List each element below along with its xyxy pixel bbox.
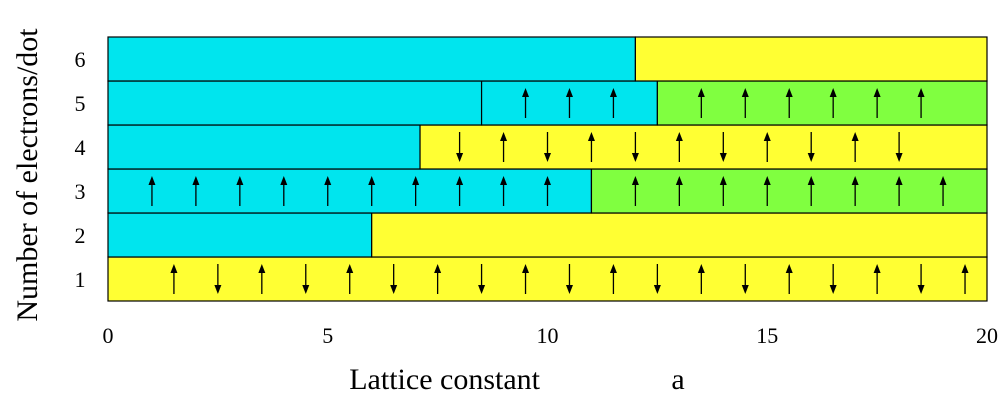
spin-arrow-down-icon bbox=[302, 264, 310, 294]
spin-arrow-up-icon bbox=[609, 88, 617, 118]
spin-arrow-up-icon bbox=[522, 88, 530, 118]
spin-arrow-up-icon bbox=[741, 88, 749, 118]
spin-arrow-up-icon bbox=[346, 264, 354, 294]
spin-arrow-up-icon bbox=[697, 264, 705, 294]
spin-arrow-down-icon bbox=[214, 264, 222, 294]
spin-arrow-up-icon bbox=[368, 176, 376, 206]
spin-arrow-down-icon bbox=[829, 264, 837, 294]
spin-arrow-up-icon bbox=[851, 132, 859, 162]
spin-arrow-up-icon bbox=[148, 176, 156, 206]
spin-arrows-layer bbox=[148, 88, 969, 294]
spin-arrow-up-icon bbox=[675, 176, 683, 206]
spin-arrow-down-icon bbox=[917, 264, 925, 294]
x-axis-symbol: a bbox=[671, 363, 684, 396]
spin-arrow-up-icon bbox=[719, 176, 727, 206]
y-tick-label: 4 bbox=[75, 135, 86, 160]
x-tick-label: 0 bbox=[103, 323, 114, 348]
row-4-segment-2 bbox=[419, 124, 988, 170]
spin-arrow-down-icon bbox=[807, 132, 815, 162]
row-3-segment-2 bbox=[590, 168, 988, 214]
spin-arrow-down-icon bbox=[565, 264, 573, 294]
row-6-segment-2 bbox=[634, 36, 988, 82]
row-2-segment-2 bbox=[371, 212, 988, 258]
x-axis-label: Lattice constant bbox=[349, 363, 540, 396]
x-tick-label: 5 bbox=[322, 323, 333, 348]
y-tick-label: 3 bbox=[75, 179, 86, 204]
spin-arrow-down-icon bbox=[456, 132, 464, 162]
spin-arrow-up-icon bbox=[763, 176, 771, 206]
y-tick-label: 2 bbox=[75, 223, 86, 248]
spin-arrow-up-icon bbox=[873, 264, 881, 294]
spin-arrow-up-icon bbox=[280, 176, 288, 206]
spin-arrow-up-icon bbox=[500, 132, 508, 162]
spin-arrow-up-icon bbox=[412, 176, 420, 206]
spin-arrow-up-icon bbox=[675, 132, 683, 162]
spin-arrow-down-icon bbox=[653, 264, 661, 294]
spin-arrow-up-icon bbox=[961, 264, 969, 294]
row-2-segment-1 bbox=[107, 212, 373, 258]
spin-arrow-up-icon bbox=[192, 176, 200, 206]
y-tick-label: 1 bbox=[75, 267, 86, 292]
x-tick-label: 10 bbox=[537, 323, 559, 348]
spin-arrow-up-icon bbox=[170, 264, 178, 294]
row-6-segment-1 bbox=[107, 36, 637, 82]
spin-arrow-down-icon bbox=[544, 132, 551, 162]
spin-arrow-up-icon bbox=[631, 176, 639, 206]
spin-arrow-up-icon bbox=[258, 264, 266, 294]
spin-arrow-up-icon bbox=[324, 176, 332, 206]
spin-arrow-up-icon bbox=[807, 176, 815, 206]
spin-arrow-up-icon bbox=[434, 264, 442, 294]
spin-arrow-down-icon bbox=[390, 264, 398, 294]
spin-arrow-up-icon bbox=[697, 88, 705, 118]
row-3-segment-1 bbox=[107, 168, 593, 214]
spin-arrow-up-icon bbox=[785, 264, 793, 294]
row-5-segment-3 bbox=[656, 80, 988, 126]
x-tick-labels: 0 5 10 15 20 bbox=[103, 323, 999, 348]
y-tick-label: 5 bbox=[75, 91, 86, 116]
row-4-segment-1 bbox=[107, 124, 421, 170]
x-tick-label: 20 bbox=[976, 323, 998, 348]
spin-arrow-up-icon bbox=[587, 132, 595, 162]
spin-arrow-up-icon bbox=[236, 176, 244, 206]
spin-arrow-up-icon bbox=[500, 176, 508, 206]
row-1-segment-1 bbox=[107, 256, 988, 302]
spin-arrow-down-icon bbox=[741, 264, 749, 294]
spin-arrow-down-icon bbox=[719, 132, 727, 162]
spin-arrow-up-icon bbox=[851, 176, 859, 206]
spin-arrow-down-icon bbox=[631, 132, 639, 162]
y-axis-label: Number of electrons/dot bbox=[11, 28, 44, 322]
x-tick-label: 15 bbox=[756, 323, 778, 348]
bars-layer bbox=[107, 36, 988, 302]
spin-arrow-up-icon bbox=[456, 176, 464, 206]
y-tick-label: 6 bbox=[75, 47, 86, 72]
spin-arrow-up-icon bbox=[544, 176, 551, 206]
spin-arrow-down-icon bbox=[478, 264, 486, 294]
spin-arrow-down-icon bbox=[895, 132, 903, 162]
spin-arrow-up-icon bbox=[895, 176, 903, 206]
spin-arrow-up-icon bbox=[763, 132, 771, 162]
spin-arrow-up-icon bbox=[609, 264, 617, 294]
row-5-segment-1 bbox=[107, 80, 483, 126]
spin-arrow-up-icon bbox=[785, 88, 793, 118]
spin-arrow-up-icon bbox=[939, 176, 947, 206]
y-tick-labels: 1 2 3 4 5 6 bbox=[75, 47, 86, 292]
spin-arrow-up-icon bbox=[873, 88, 881, 118]
spin-arrow-up-icon bbox=[829, 88, 837, 118]
spin-arrow-up-icon bbox=[565, 88, 573, 118]
spin-arrow-up-icon bbox=[522, 264, 530, 294]
spin-arrow-up-icon bbox=[917, 88, 925, 118]
